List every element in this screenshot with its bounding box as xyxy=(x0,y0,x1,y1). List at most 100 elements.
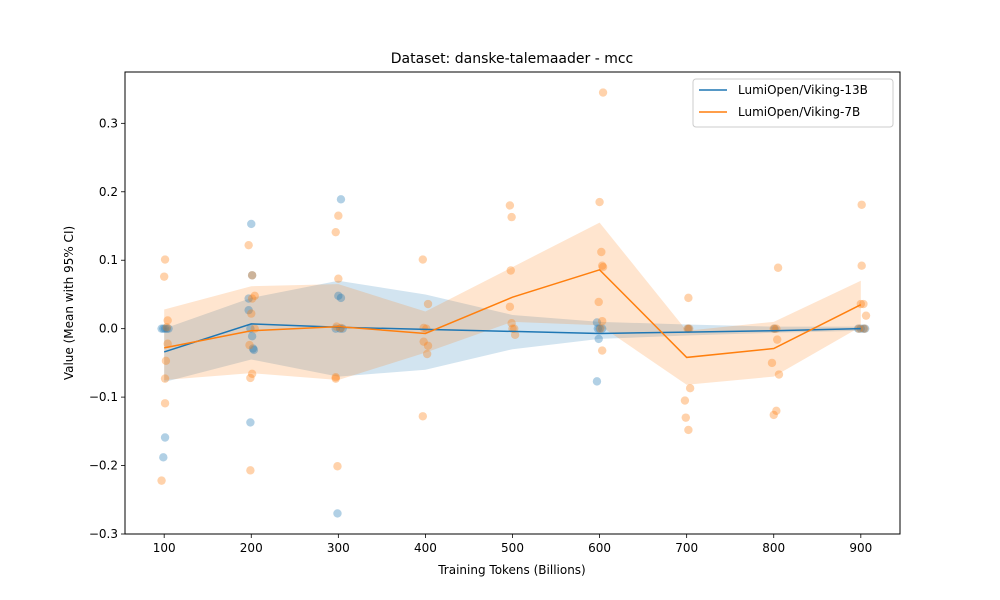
chart-title: Dataset: danske-talemaader - mcc xyxy=(391,51,634,67)
scatter-point-series-0-3 xyxy=(162,324,171,333)
x-tick-label-900: 900 xyxy=(849,541,872,555)
scatter-point-series-0-11 xyxy=(247,331,257,341)
scatter-point-series-1-65 xyxy=(772,406,781,415)
scatter-point-series-1-4 xyxy=(163,339,172,348)
scatter-point-series-1-47 xyxy=(598,262,608,272)
scatter-point-series-1-67 xyxy=(857,200,866,209)
scatter-point-series-1-14 xyxy=(250,324,259,333)
y-tick-label-3: 0.0 xyxy=(99,322,118,336)
y-tick-label-5: 0.2 xyxy=(99,185,118,199)
scatter-point-series-1-24 xyxy=(331,374,340,383)
scatter-point-series-1-13 xyxy=(247,309,256,318)
scatter-point-series-0-9 xyxy=(244,305,253,315)
mean-line-series-1 xyxy=(164,268,862,359)
scatter-point-series-1-54 xyxy=(685,324,694,333)
scatter-point-series-1-12 xyxy=(247,294,257,303)
scatter-point-series-1-1 xyxy=(159,272,169,281)
scatter-point-series-1-25 xyxy=(331,373,340,382)
scatter-point-series-1-58 xyxy=(684,425,693,435)
scatter-point-series-1-59 xyxy=(773,263,783,272)
scatter-point-series-0-0 xyxy=(157,324,166,333)
scatter-point-series-1-35 xyxy=(505,201,515,210)
scatter-point-series-0-24 xyxy=(593,324,603,333)
scatter-point-series-0-28 xyxy=(592,377,602,386)
scatter-point-series-1-7 xyxy=(160,399,170,408)
scatter-point-series-1-61 xyxy=(772,324,781,333)
scatter-point-series-1-38 xyxy=(505,302,515,311)
ci-band-series-1 xyxy=(164,222,861,385)
scatter-point-series-0-22 xyxy=(333,509,342,518)
scatter-point-series-1-21 xyxy=(334,274,343,283)
scatter-point-series-1-16 xyxy=(247,369,257,379)
scatter-point-series-0-1 xyxy=(159,324,168,333)
x-tick-label-400: 400 xyxy=(414,541,437,555)
scatter-point-series-1-52 xyxy=(684,293,693,303)
scatter-point-series-0-7 xyxy=(247,219,256,229)
scatter-point-series-1-51 xyxy=(597,346,607,355)
scatter-point-series-1-71 xyxy=(861,311,871,320)
scatter-point-series-1-31 xyxy=(419,337,428,346)
scatter-point-series-1-33 xyxy=(422,349,432,359)
scatter-point-series-1-2 xyxy=(163,316,172,325)
scatter-point-series-1-43 xyxy=(598,88,608,97)
scatter-point-series-1-20 xyxy=(334,211,343,220)
scatter-point-series-1-57 xyxy=(681,413,690,422)
scatter-point-series-0-5 xyxy=(159,453,168,462)
scatter-point-series-1-26 xyxy=(333,462,342,471)
scatter-point-series-0-18 xyxy=(336,293,346,303)
y-tick-label-6: 0.3 xyxy=(99,116,118,130)
scatter-point-series-0-16 xyxy=(336,195,346,204)
x-tick-label-500: 500 xyxy=(501,541,524,555)
scatter-point-series-1-3 xyxy=(162,323,171,332)
legend-label-viking-13b: LumiOpen/Viking-13B xyxy=(738,83,868,97)
scatter-point-series-1-0 xyxy=(160,255,170,264)
scatter-point-series-1-17 xyxy=(246,373,255,383)
x-tick-label-600: 600 xyxy=(588,541,611,555)
scatter-point-series-1-5 xyxy=(161,356,171,366)
scatter-point-series-0-6 xyxy=(160,433,170,442)
scatter-point-series-1-63 xyxy=(767,358,777,368)
scatter-point-series-0-17 xyxy=(334,291,343,301)
scatter-point-series-1-68 xyxy=(857,261,866,270)
y-axis: −0.3 −0.2 −0.1 0.0 0.1 0.2 0.3 xyxy=(89,116,125,541)
scatter-point-series-1-11 xyxy=(250,291,259,301)
scatter-point-series-1-70 xyxy=(859,299,868,309)
scatter-point-series-1-44 xyxy=(595,197,604,207)
scatter-point-series-1-32 xyxy=(423,341,433,350)
scatter-point-series-0-23 xyxy=(592,318,602,327)
scatter-point-series-1-34 xyxy=(418,412,428,421)
scatter-point-series-0-29 xyxy=(684,324,693,333)
scatter-point-series-0-2 xyxy=(160,324,170,333)
scatter-point-series-1-18 xyxy=(246,466,255,475)
scatter-point-series-1-36 xyxy=(507,212,516,222)
scatter-point-series-1-73 xyxy=(860,324,869,333)
scatter-point-series-0-32 xyxy=(856,324,866,333)
scatter-point-series-1-64 xyxy=(774,370,784,379)
scatter-point-series-1-9 xyxy=(244,240,253,250)
y-tick-label-1: −0.2 xyxy=(89,459,118,473)
x-tick-label-200: 200 xyxy=(240,541,263,555)
scatter-point-series-1-28 xyxy=(423,299,433,309)
scatter-point-series-0-34 xyxy=(860,324,870,333)
scatter-point-series-1-48 xyxy=(594,297,603,307)
scatter-point-series-1-8 xyxy=(157,476,166,485)
scatter-point-series-1-50 xyxy=(596,324,605,333)
x-tick-label-300: 300 xyxy=(327,541,350,555)
scatter-point-series-1-53 xyxy=(683,324,692,333)
x-axis: 100 200 300 400 500 600 700 800 900 xyxy=(153,534,872,555)
scatter-point-series-1-15 xyxy=(245,340,254,350)
scatter-point-series-0-25 xyxy=(595,324,604,333)
legend-box xyxy=(692,78,894,128)
y-tick-label-0: −0.3 xyxy=(89,527,118,541)
scatter-point-series-1-45 xyxy=(597,247,606,257)
y-tick-label-2: −0.1 xyxy=(89,390,118,404)
scatter-point-series-0-33 xyxy=(859,324,868,333)
scatter-point-series-0-12 xyxy=(248,344,258,353)
scatter-point-series-1-37 xyxy=(506,266,515,275)
scatter-point-series-1-62 xyxy=(773,335,782,344)
legend-label-viking-7b: LumiOpen/Viking-7B xyxy=(738,105,860,119)
scatter-point-series-0-27 xyxy=(594,334,603,344)
scatter-point-series-1-6 xyxy=(160,374,170,383)
y-axis-label: Value (Mean with 95% CI) xyxy=(62,226,76,380)
